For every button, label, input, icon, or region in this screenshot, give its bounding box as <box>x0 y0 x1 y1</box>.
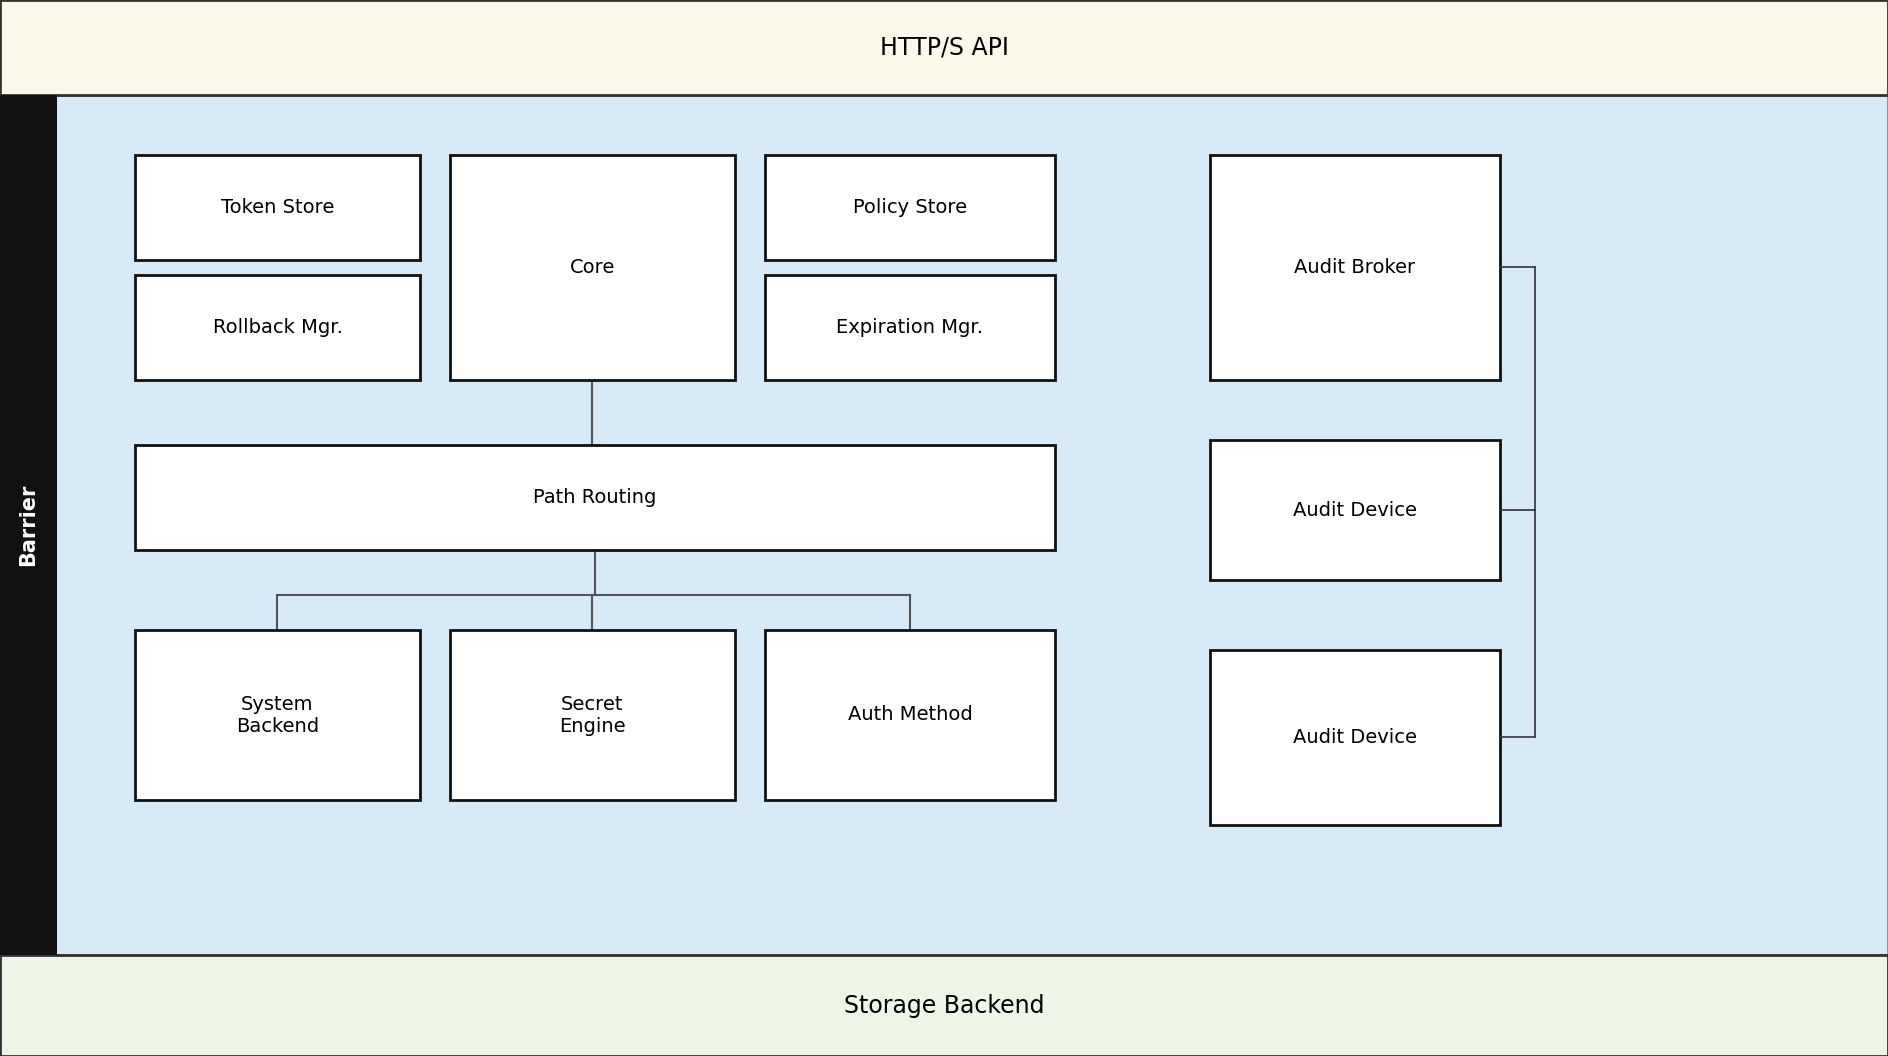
Bar <box>765 630 1055 800</box>
Text: Audit Device: Audit Device <box>1293 501 1418 520</box>
Bar <box>765 275 1055 380</box>
Bar <box>0 0 1888 95</box>
Bar <box>0 955 1888 1056</box>
Bar <box>0 95 1888 955</box>
Text: Expiration Mgr.: Expiration Mgr. <box>836 318 984 337</box>
Text: Core: Core <box>570 258 615 277</box>
Bar <box>136 445 1055 550</box>
Text: Token Store: Token Store <box>221 199 334 216</box>
Bar <box>449 630 734 800</box>
Bar <box>1210 155 1499 380</box>
Bar <box>765 155 1055 260</box>
Bar <box>449 155 734 380</box>
Text: Policy Store: Policy Store <box>853 199 967 216</box>
Text: Audit Broker: Audit Broker <box>1295 258 1416 277</box>
Text: Secret
Engine: Secret Engine <box>559 695 625 735</box>
Text: Path Routing: Path Routing <box>532 488 657 507</box>
Bar <box>136 275 419 380</box>
Bar <box>1210 440 1499 580</box>
Text: Auth Method: Auth Method <box>848 705 972 724</box>
Bar <box>136 630 419 800</box>
Text: Storage Backend: Storage Backend <box>844 994 1044 1018</box>
Text: Rollback Mgr.: Rollback Mgr. <box>213 318 342 337</box>
Text: Audit Device: Audit Device <box>1293 728 1418 747</box>
Bar <box>1210 650 1499 825</box>
Bar <box>0 95 57 955</box>
Text: System
Backend: System Backend <box>236 695 319 735</box>
Text: Barrier: Barrier <box>19 484 38 566</box>
Bar <box>136 155 419 260</box>
Text: HTTP/S API: HTTP/S API <box>880 36 1008 59</box>
